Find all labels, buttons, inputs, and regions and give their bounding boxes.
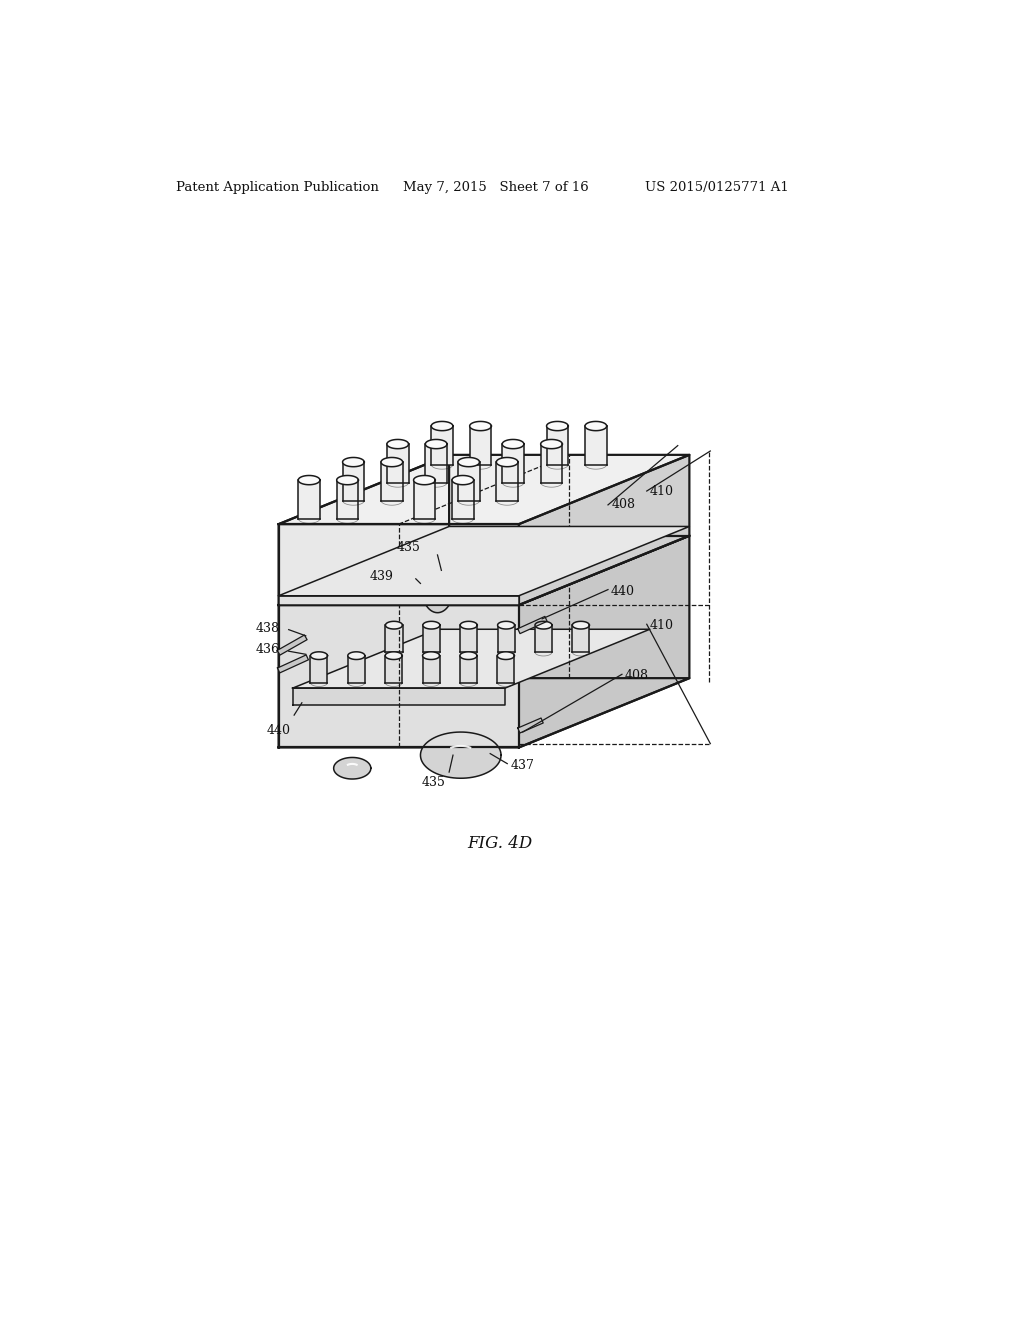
Polygon shape [342,458,364,467]
Polygon shape [298,480,320,519]
Polygon shape [546,421,568,430]
Polygon shape [451,475,473,484]
Polygon shape [585,421,606,430]
Polygon shape [585,426,606,465]
Polygon shape [460,626,477,652]
Polygon shape [431,426,452,465]
Polygon shape [497,626,515,652]
Polygon shape [519,536,689,747]
Polygon shape [534,622,551,630]
Polygon shape [460,622,477,630]
Text: FIG. 4D: FIG. 4D [467,836,532,853]
Polygon shape [342,462,364,500]
Text: 439: 439 [370,570,393,583]
Polygon shape [413,480,435,519]
Polygon shape [277,655,308,673]
Polygon shape [423,626,439,652]
Text: May 7, 2015   Sheet 7 of 16: May 7, 2015 Sheet 7 of 16 [403,181,588,194]
Polygon shape [451,480,473,519]
Text: 440: 440 [610,585,635,598]
Polygon shape [347,652,365,660]
Polygon shape [292,630,649,688]
Text: 437: 437 [510,759,534,772]
Polygon shape [422,566,452,612]
Polygon shape [540,444,561,483]
Polygon shape [310,656,327,682]
Text: 435: 435 [421,776,445,788]
Polygon shape [534,626,551,652]
Text: 440: 440 [266,723,290,737]
Polygon shape [458,458,479,467]
Polygon shape [546,426,568,465]
Polygon shape [381,462,403,500]
Polygon shape [496,462,518,500]
Polygon shape [431,421,452,430]
Polygon shape [278,678,689,747]
Polygon shape [572,626,589,652]
Polygon shape [422,656,439,682]
Text: 435: 435 [396,541,421,554]
Polygon shape [278,605,519,747]
Polygon shape [422,652,439,660]
Text: Patent Application Publication: Patent Application Publication [175,181,378,194]
Polygon shape [469,426,491,465]
Polygon shape [278,595,519,605]
Polygon shape [458,462,479,500]
Polygon shape [385,626,403,652]
Text: US 2015/0125771 A1: US 2015/0125771 A1 [645,181,788,194]
Polygon shape [425,440,446,449]
Polygon shape [496,458,518,467]
Text: 436: 436 [255,643,279,656]
Polygon shape [298,475,320,484]
Polygon shape [540,440,561,449]
Polygon shape [420,733,500,779]
Polygon shape [572,622,589,630]
Polygon shape [278,536,448,747]
Text: 438: 438 [255,622,279,635]
Polygon shape [518,718,543,733]
Polygon shape [385,656,401,682]
Polygon shape [385,652,401,660]
Polygon shape [497,622,515,630]
Polygon shape [460,652,477,660]
Polygon shape [310,652,327,660]
Polygon shape [386,440,409,449]
Polygon shape [292,688,504,705]
Polygon shape [381,458,403,467]
Polygon shape [278,524,519,605]
Polygon shape [497,652,514,660]
Polygon shape [518,616,546,634]
Polygon shape [336,475,358,484]
Polygon shape [413,475,435,484]
Polygon shape [347,656,365,682]
Text: 410: 410 [649,484,674,498]
Polygon shape [336,480,358,519]
Polygon shape [277,635,307,655]
Polygon shape [278,455,689,524]
Polygon shape [519,455,689,605]
Polygon shape [497,656,514,682]
Polygon shape [385,622,403,630]
Polygon shape [425,444,446,483]
Polygon shape [460,656,477,682]
Text: 410: 410 [649,619,674,632]
Polygon shape [333,758,371,779]
Polygon shape [501,440,524,449]
Polygon shape [278,455,448,605]
Text: 408: 408 [611,499,635,511]
Polygon shape [501,444,524,483]
Polygon shape [386,444,409,483]
Polygon shape [278,527,689,595]
Polygon shape [278,536,689,605]
Polygon shape [423,622,439,630]
Polygon shape [469,421,491,430]
Text: 408: 408 [625,669,648,682]
